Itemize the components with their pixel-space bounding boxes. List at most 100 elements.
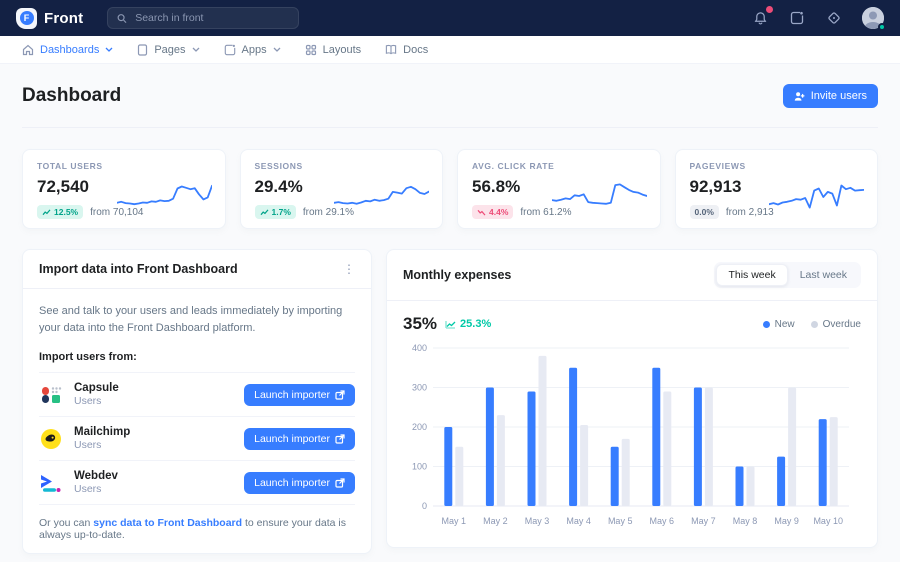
sync-data-link[interactable]: sync data to Front Dashboard (93, 517, 243, 530)
svg-text:May 6: May 6 (650, 516, 675, 526)
stat-label: PAGEVIEWS (689, 161, 746, 171)
launch-importer-button[interactable]: Launch importer (244, 383, 355, 406)
expenses-headline-value: 35% (403, 314, 438, 333)
delta-badge: 4.4% (472, 205, 514, 219)
modules-icon[interactable] (825, 9, 843, 27)
svg-text:May 9: May 9 (774, 516, 799, 526)
sparkline-chart (334, 185, 429, 205)
stat-card-avg-click-rate: AVG. CLICK RATE 56.8% 4.4% from 61.2% (457, 149, 661, 229)
launch-importer-button[interactable]: Launch importer (244, 427, 355, 450)
page-title: Dashboard (22, 85, 122, 106)
webdev-logo (39, 471, 63, 495)
svg-text:0: 0 (422, 501, 427, 511)
integration-subtitle: Users (74, 395, 102, 408)
week-toggle: This week Last week (714, 262, 861, 288)
nav-item-apps[interactable]: Apps (224, 44, 281, 56)
app-window-icon (224, 44, 235, 55)
main-navbar: F Front (0, 0, 900, 36)
capsule-logo (39, 383, 63, 407)
nav-item-layouts[interactable]: Layouts (305, 44, 361, 56)
external-link-icon (335, 433, 345, 444)
stat-value: 29.4% (254, 177, 303, 196)
legend-item-new[interactable]: New (762, 319, 795, 330)
expenses-bar-chart: 0 100 200 300 400 May 1 May 2 May 3 May 4 May 5 Ma… (412, 343, 849, 526)
search-box[interactable] (107, 7, 300, 29)
legend-item-overdue[interactable]: Overdue (810, 319, 861, 330)
search-input[interactable] (135, 12, 290, 24)
svg-text:400: 400 (412, 343, 427, 353)
stat-card-sessions: SESSIONS 29.4% 1.7% from 29.1% (239, 149, 443, 229)
home-icon (22, 44, 34, 55)
svg-text:May 8: May 8 (733, 516, 758, 526)
stat-comparison: from 2,913 (725, 206, 774, 218)
stat-card-pageviews: PAGEVIEWS 92,913 0.0% from 2,913 (674, 149, 878, 229)
this-week-button[interactable]: This week (716, 264, 788, 286)
stat-label: AVG. CLICK RATE (472, 161, 555, 171)
card-title: Monthly expenses (403, 268, 512, 282)
stat-comparison: from 70,104 (90, 206, 144, 218)
sparkline-chart (769, 184, 864, 209)
apps-icon[interactable] (788, 9, 806, 27)
nav-item-pages[interactable]: Pages (137, 44, 199, 56)
stat-label: SESSIONS (254, 161, 303, 171)
integration-name: Capsule (74, 382, 119, 395)
sparkline-chart (551, 183, 647, 205)
external-link-icon (335, 389, 345, 400)
delta-badge: 1.7% (254, 205, 296, 219)
bell-icon[interactable] (751, 6, 773, 27)
mailchimp-logo (39, 427, 63, 451)
brand-name: Front (44, 9, 84, 27)
stat-label: TOTAL USERS (37, 161, 103, 171)
chevron-down-icon (105, 47, 113, 52)
trend-up-icon (445, 320, 456, 329)
chevron-down-icon (192, 47, 199, 52)
import-row-mailchimp: Mailchimp Users Launch importer (39, 417, 355, 462)
invite-users-button[interactable]: Invite users (782, 84, 878, 108)
sparkline-chart (116, 184, 212, 206)
import-data-card: Import data into Front Dashboard ⋮ See a… (22, 249, 372, 555)
nav-item-docs[interactable]: Docs (385, 44, 428, 56)
online-status-dot (878, 23, 886, 31)
chevron-down-icon (273, 47, 281, 52)
notification-dot (766, 6, 773, 13)
page-icon (138, 43, 148, 56)
stat-value: 92,913 (689, 177, 742, 196)
last-week-button[interactable]: Last week (788, 264, 859, 286)
svg-text:200: 200 (412, 422, 427, 432)
svg-text:May 5: May 5 (608, 516, 633, 526)
chart-legend: New Overdue (762, 319, 861, 330)
nav-item-dashboards[interactable]: Dashboards (22, 44, 113, 56)
stat-card-total-users: TOTAL USERS 72,540 12.5% from 70,104 (22, 149, 226, 229)
expenses-headline-delta: 25.3% (445, 318, 491, 330)
svg-text:100: 100 (412, 462, 427, 472)
svg-text:300: 300 (412, 383, 427, 393)
launch-importer-button[interactable]: Launch importer (244, 471, 355, 494)
import-list-heading: Import users from: (39, 351, 137, 364)
svg-text:May 7: May 7 (691, 516, 716, 526)
import-description: See and talk to your users and leads imm… (39, 305, 343, 335)
stat-comparison: from 61.2% (520, 206, 572, 218)
svg-text:May 2: May 2 (483, 516, 508, 526)
stat-comparison: from 29.1% (302, 206, 355, 218)
search-icon (117, 13, 127, 23)
more-options-icon[interactable]: ⋮ (343, 262, 355, 276)
trend-icon (477, 209, 486, 216)
page-header: Dashboard Invite users (22, 64, 878, 128)
grid-icon (305, 44, 316, 55)
svg-text:May 3: May 3 (525, 516, 550, 526)
delta-badge: 12.5% (37, 205, 84, 219)
brand[interactable]: F Front (16, 7, 84, 29)
user-avatar[interactable] (862, 7, 886, 31)
delta-badge: 0.0% (689, 205, 719, 219)
integration-subtitle: Users (74, 439, 102, 452)
stat-value: 72,540 (37, 177, 89, 196)
stats-row: TOTAL USERS 72,540 12.5% from 70,104 SES… (22, 149, 878, 229)
book-icon (385, 44, 397, 55)
card-title: Import data into Front Dashboard (39, 262, 238, 276)
import-footer: Or you can sync data to Front Dashboard … (39, 517, 346, 542)
integration-subtitle: Users (74, 483, 102, 496)
front-logo-icon: F (16, 7, 37, 29)
integration-name: Webdev (74, 470, 118, 483)
svg-text:May 4: May 4 (566, 516, 591, 526)
monthly-expenses-card: Monthly expenses This week Last week 35%… (386, 249, 878, 548)
